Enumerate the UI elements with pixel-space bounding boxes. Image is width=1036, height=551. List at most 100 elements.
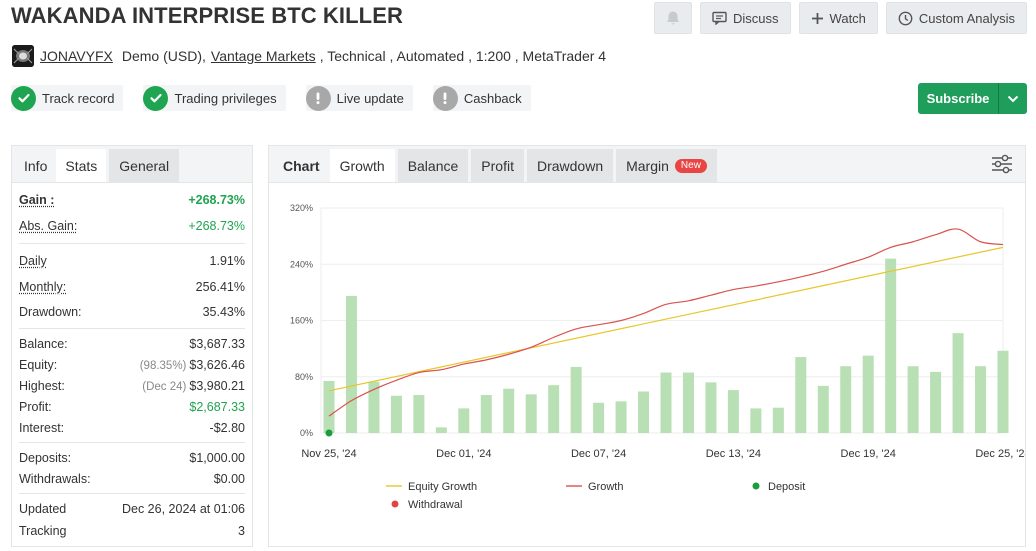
daily-value: 1.91% xyxy=(209,254,245,268)
bar xyxy=(525,394,537,433)
sliders-icon xyxy=(992,154,1012,174)
account-info: JONAVYFX Demo (USD), Vantage Markets , T… xyxy=(12,45,606,67)
bar xyxy=(705,382,717,433)
badge-cashback[interactable]: Cashback xyxy=(432,85,531,111)
stat-row-abs-gain: Abs. Gain: +268.73% xyxy=(19,213,245,239)
bar xyxy=(593,402,605,433)
y-tick-label: 320% xyxy=(290,203,313,213)
stats-group-performance: Daily 1.91% Monthly: 256.41% Drawdown: 3… xyxy=(19,244,245,329)
user-link[interactable]: JONAVYFX xyxy=(40,48,113,64)
gain-label[interactable]: Gain : xyxy=(19,193,55,207)
tab-general[interactable]: General xyxy=(109,149,180,182)
check-icon xyxy=(143,85,169,111)
subscribe-button[interactable]: Subscribe xyxy=(918,83,1027,114)
comment-icon xyxy=(712,11,727,25)
stats-panel: Info Stats General Gain : +268.73% Abs. … xyxy=(11,145,253,547)
account-details: , Technical , Automated , 1:200 , MetaTr… xyxy=(319,48,607,64)
tab-info[interactable]: Info xyxy=(24,157,48,174)
equity-value: $3,626.46 xyxy=(189,357,245,372)
growth-line xyxy=(328,228,1004,417)
broker-link[interactable]: Vantage Markets xyxy=(210,48,316,64)
drawdown-value: 35.43% xyxy=(202,305,245,319)
stats-group-funds: Deposits: $1,000.00 Withdrawals: $0.00 xyxy=(19,443,245,494)
new-badge: New xyxy=(674,158,707,173)
bar xyxy=(772,407,784,433)
chevron-down-icon xyxy=(1007,95,1019,102)
bar xyxy=(548,385,560,433)
chart-panel: Chart Growth Balance Profit Drawdown Mar… xyxy=(268,145,1031,547)
equity-growth-line xyxy=(328,246,1004,392)
stat-row-interest: Interest: -$2.80 xyxy=(19,417,245,438)
legend-label: Withdrawal xyxy=(408,499,462,511)
bar xyxy=(975,366,987,433)
interest-value: -$2.80 xyxy=(209,420,245,435)
stats-tabbar: Info Stats General xyxy=(12,146,252,183)
stat-row-balance: Balance: $3,687.33 xyxy=(19,333,245,354)
stat-row-withdrawals: Withdrawals: $0.00 xyxy=(19,468,245,489)
drawdown-label: Drawdown: xyxy=(19,305,82,319)
withdrawals-label: Withdrawals: xyxy=(19,471,91,486)
badge-label: Trading privileges xyxy=(174,90,277,106)
tracking-label: Tracking xyxy=(19,524,67,538)
y-tick-label: 80% xyxy=(295,372,313,382)
bar xyxy=(570,366,582,433)
subscribe-dropdown-toggle[interactable] xyxy=(999,95,1027,103)
stat-row-updated: Updated Dec 26, 2024 at 01:06 xyxy=(19,498,245,520)
balance-value: $3,687.33 xyxy=(189,336,245,351)
stats-group-meta: Updated Dec 26, 2024 at 01:06 Tracking 3 xyxy=(19,494,245,546)
tab-balance[interactable]: Balance xyxy=(397,149,469,182)
custom-analysis-button[interactable]: Custom Analysis xyxy=(885,2,1027,34)
stat-row-equity: Equity: (98.35%) $3,626.46 xyxy=(19,354,245,375)
bar xyxy=(930,371,942,433)
badge-track-record[interactable]: Track record xyxy=(11,85,124,111)
profit-label: Profit: xyxy=(19,399,52,414)
tab-drawdown[interactable]: Drawdown xyxy=(526,149,614,182)
gain-value: +268.73% xyxy=(188,193,245,207)
stat-row-tracking: Tracking 3 xyxy=(19,520,245,542)
x-tick-label: Dec 07, '24 xyxy=(571,448,626,460)
bar xyxy=(480,395,492,433)
bar xyxy=(413,395,425,433)
tab-growth[interactable]: Growth xyxy=(329,149,395,182)
badge-live-update[interactable]: Live update xyxy=(305,85,413,111)
tab-profit[interactable]: Profit xyxy=(471,149,524,182)
badge-label: Cashback xyxy=(463,90,522,106)
bar xyxy=(435,427,447,433)
avatar-image-icon xyxy=(12,45,34,67)
deposit-marker xyxy=(325,429,333,437)
discuss-button[interactable]: Discuss xyxy=(700,2,791,34)
deposits-label: Deposits: xyxy=(19,450,72,465)
check-icon xyxy=(11,85,36,111)
stat-row-daily: Daily 1.91% xyxy=(19,248,245,274)
notification-button[interactable] xyxy=(654,2,693,34)
chart-tabbar: Chart Growth Balance Profit Drawdown Mar… xyxy=(269,146,1025,183)
stats-group-balance: Balance: $3,687.33 Equity: (98.35%) $3,62… xyxy=(19,329,245,443)
tab-margin[interactable]: Margin New xyxy=(616,149,717,182)
stat-row-monthly: Monthly: 256.41% xyxy=(19,274,245,300)
daily-label[interactable]: Daily xyxy=(19,254,47,268)
watch-label: Watch xyxy=(829,10,866,26)
tracking-value: 3 xyxy=(238,524,245,538)
chart-legend: Equity Growth Growth Deposit Withdrawal xyxy=(386,481,805,511)
subscribe-divider xyxy=(998,83,999,114)
watch-button[interactable]: Watch xyxy=(798,2,878,34)
chart-settings-button[interactable] xyxy=(991,154,1013,177)
y-tick-label: 240% xyxy=(290,259,313,269)
bar xyxy=(727,390,739,433)
line-series xyxy=(325,228,1004,437)
x-tick-label: Nov 25, '24 xyxy=(301,448,356,460)
abs-gain-label[interactable]: Abs. Gain: xyxy=(19,219,78,233)
badge-trading-privileges[interactable]: Trading privileges xyxy=(143,85,286,111)
page-title: WAKANDA INTERPRISE BTC KILLER xyxy=(11,3,403,28)
legend-swatch xyxy=(752,482,760,490)
equity-label: Equity: xyxy=(19,357,58,372)
highest-label: Highest: xyxy=(19,378,65,393)
stat-row-drawdown: Drawdown: 35.43% xyxy=(19,300,245,324)
avatar[interactable] xyxy=(12,45,34,67)
y-axis: 320% 240% 160% 80% 0% xyxy=(290,203,313,438)
tab-margin-label: Margin xyxy=(626,157,669,174)
monthly-label[interactable]: Monthly: xyxy=(19,280,67,294)
tab-stats[interactable]: Stats xyxy=(56,149,107,182)
bar xyxy=(750,408,762,433)
abs-gain-value: +268.73% xyxy=(188,219,245,233)
